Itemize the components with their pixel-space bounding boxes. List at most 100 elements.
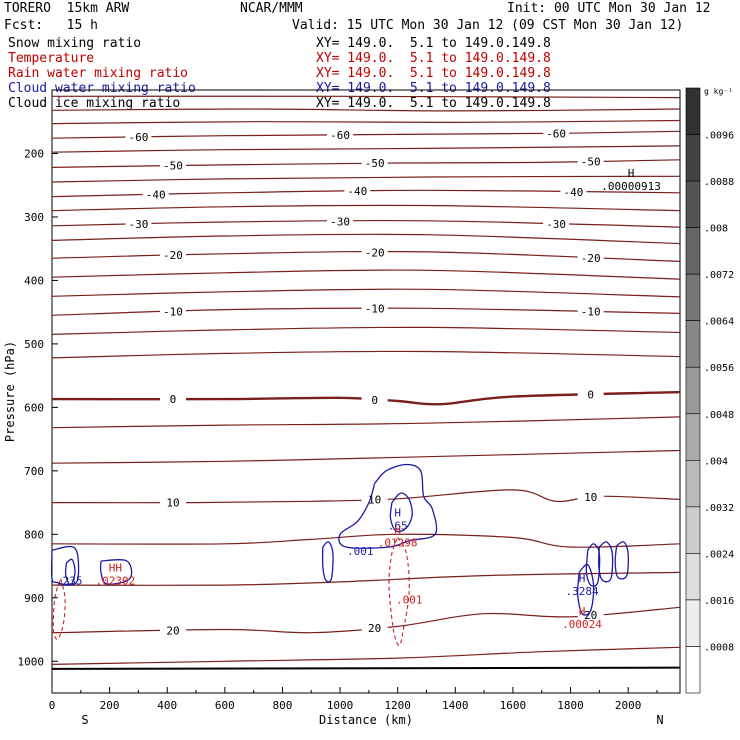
temperature-contour-label: -60 — [128, 131, 148, 144]
x-tick-label: 1400 — [442, 699, 469, 712]
field-name-cloud-water: Cloud water mixing ratio — [8, 81, 196, 96]
y-tick-label: 700 — [24, 465, 44, 478]
colorbar-segment — [685, 553, 701, 601]
rain-water-contour — [388, 537, 410, 646]
temperature-contour — [51, 269, 681, 280]
contour-label-bg — [125, 130, 152, 143]
contour-label-bg — [159, 624, 186, 637]
temperature-contour-label: -60 — [330, 129, 350, 142]
colorbar-tick-label: .0032 — [704, 503, 734, 514]
contour-label-bg — [159, 305, 186, 318]
temperature-contour — [51, 175, 681, 183]
surface-line — [51, 666, 681, 670]
contour-label-bg — [361, 302, 388, 315]
north-label: N — [656, 713, 663, 727]
field-range-cloud-water: XY= 149.0. 5.1 to 149.0.149.8 — [316, 81, 551, 96]
colorbar-tick-label: .0048 — [704, 410, 734, 421]
temperature-contour-label: -40 — [347, 185, 367, 198]
cloud-water-max-value: .235 — [56, 575, 83, 588]
contour-label-bg — [361, 157, 388, 170]
contour-label-bg — [577, 305, 604, 318]
temperature-contour — [51, 204, 681, 212]
contour-label-bg — [125, 217, 152, 230]
model-title: TORERO 15km ARW — [4, 1, 130, 16]
cloud-water-contour — [389, 492, 413, 533]
temperature-contour-label: -50 — [163, 160, 183, 173]
field-name-rain: Rain water mixing ratio — [8, 66, 189, 81]
temperature-contour-label: -20 — [581, 252, 601, 265]
rain-max-value: .00024 — [562, 618, 602, 631]
contour-label-bg — [361, 246, 388, 259]
temperature-contour-label: -30 — [546, 218, 566, 231]
x-tick-label: 2000 — [615, 699, 642, 712]
temperature-contour — [51, 326, 681, 335]
cloud-water-max-marker: H — [394, 506, 401, 519]
x-tick-label: 400 — [157, 699, 177, 712]
rain-max-value: .001 — [396, 594, 423, 607]
x-tick-label: 1200 — [384, 699, 411, 712]
temperature-contour — [51, 390, 681, 406]
temperature-contour — [51, 145, 681, 153]
field-range-cloud-ice: XY= 149.0. 5.1 to 149.0.149.8 — [316, 96, 551, 111]
contour-label-bg — [159, 496, 186, 509]
temperature-contour-label: -40 — [146, 188, 166, 201]
temperature-contour-label: 10 — [584, 491, 597, 504]
rain-max-marker: H — [579, 605, 586, 618]
temperature-contour-label: 20 — [166, 624, 179, 637]
colorbar-tick-label: .0024 — [704, 549, 734, 560]
temperature-contour-label: -60 — [546, 127, 566, 140]
colorbar-segment — [685, 87, 701, 135]
temperature-contour-label: 10 — [166, 497, 179, 510]
colorbar-segment — [685, 506, 701, 554]
x-tick-label: 1600 — [500, 699, 527, 712]
contour-label-bg — [577, 252, 604, 265]
temperature-contour-label: -30 — [330, 215, 350, 228]
colorbar-segment — [685, 646, 701, 694]
rain-max-marker: HH — [109, 562, 122, 575]
init-time: Init: 00 UTC Mon 30 Jan 12 — [507, 1, 711, 16]
cloud-water-max-marker: H — [579, 572, 586, 585]
temperature-contour — [51, 233, 681, 245]
contour-label-bg — [577, 388, 604, 401]
y-tick-label: 800 — [24, 528, 44, 541]
temperature-contour-label: -30 — [128, 218, 148, 231]
rain-max-value: .01298 — [378, 537, 418, 550]
contour-label-bg — [159, 249, 186, 262]
field-range-rain: XY= 149.0. 5.1 to 149.0.149.8 — [316, 66, 551, 81]
cloud-water-max-value: .3284 — [565, 585, 598, 598]
colorbar-segment — [685, 460, 701, 508]
cloud-water-contour — [321, 541, 334, 583]
contour-label-bg — [142, 188, 169, 201]
colorbar-tick-label: .0008 — [704, 642, 734, 653]
snow-max-value: .00000913 — [601, 180, 661, 193]
cloud-water-contour — [64, 558, 76, 586]
temperature-contour — [51, 119, 681, 125]
colorbar-segment — [685, 320, 701, 368]
colorbar-segment — [685, 599, 701, 647]
y-tick-label: 1000 — [18, 655, 45, 668]
x-tick-label: 0 — [49, 699, 56, 712]
temperature-contour — [51, 646, 681, 665]
temperature-contour — [51, 449, 681, 464]
colorbar-tick-label: .0056 — [704, 363, 734, 374]
contour-label-bg — [543, 127, 570, 140]
rain-max-marker: H — [394, 524, 401, 537]
contour-label-bg — [560, 185, 587, 198]
temperature-contour-label: -50 — [581, 155, 601, 168]
cloud-water-max-value: .001 — [347, 545, 374, 558]
y-tick-label: 300 — [24, 211, 44, 224]
contour-label-bg — [577, 609, 604, 622]
contour-label-bg — [159, 159, 186, 172]
temperature-contour — [51, 95, 681, 99]
colorbar-segment — [685, 134, 701, 182]
temperature-contour — [51, 533, 681, 548]
temperature-contour — [51, 571, 681, 586]
x-tick-label: 600 — [215, 699, 235, 712]
temperature-contour-label: -10 — [365, 303, 385, 316]
colorbar-tick-label: .0088 — [704, 177, 734, 188]
colorbar-tick-label: .004 — [704, 456, 728, 467]
temperature-contour-label: -20 — [163, 249, 183, 262]
temperature-contour-label: -10 — [581, 306, 601, 319]
temperature-contour-label: -20 — [365, 246, 385, 259]
